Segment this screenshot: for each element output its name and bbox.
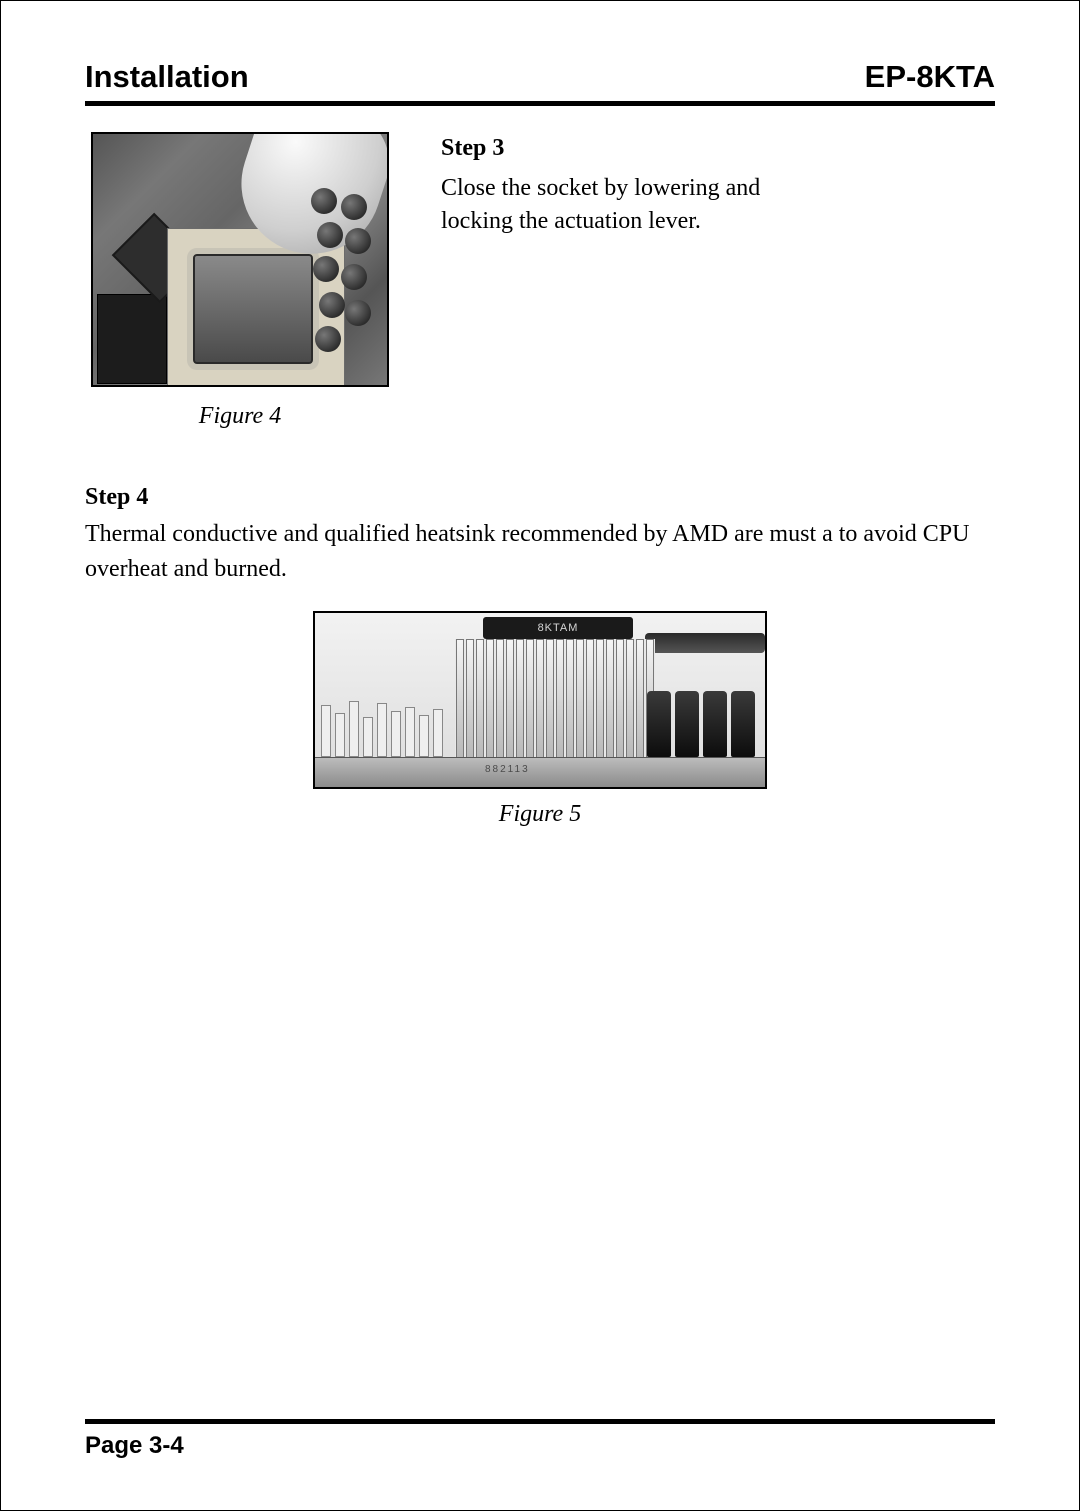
- fan-label: 8KTAM: [483, 617, 633, 639]
- board-serial: 882113: [485, 764, 530, 775]
- model-number: EP-8KTA: [865, 59, 995, 95]
- figure4-column: Figure 4: [85, 132, 395, 430]
- figure5-wrap: 8KTAM 88: [85, 611, 995, 828]
- footer-rule: [85, 1419, 995, 1424]
- step3-body-line1: Close the socket by lowering and: [441, 172, 995, 206]
- step3-text-block: Step 3 Close the socket by lowering and …: [441, 132, 995, 239]
- header-rule: [85, 101, 995, 106]
- step3-label: Step 3: [441, 132, 995, 166]
- figure4-caption: Figure 4: [199, 403, 281, 430]
- step4-paragraph: Thermal conductive and qualified heatsin…: [85, 517, 995, 587]
- step3-row: Figure 4 Step 3 Close the socket by lowe…: [85, 132, 995, 430]
- step4-block: Step 4 Thermal conductive and qualified …: [85, 484, 995, 828]
- page-number: Page 3-4: [85, 1432, 995, 1460]
- manual-page: Installation EP-8KTA: [0, 0, 1080, 1511]
- figure5-image: 8KTAM 88: [313, 611, 767, 789]
- figure4-image: [91, 132, 389, 387]
- section-title: Installation: [85, 59, 249, 95]
- step4-label: Step 4: [85, 484, 995, 511]
- page-footer: Page 3-4: [85, 1419, 995, 1460]
- step3-body-line2: locking the actuation lever.: [441, 205, 995, 239]
- figure5-caption: Figure 5: [499, 801, 581, 828]
- page-header: Installation EP-8KTA: [85, 59, 995, 99]
